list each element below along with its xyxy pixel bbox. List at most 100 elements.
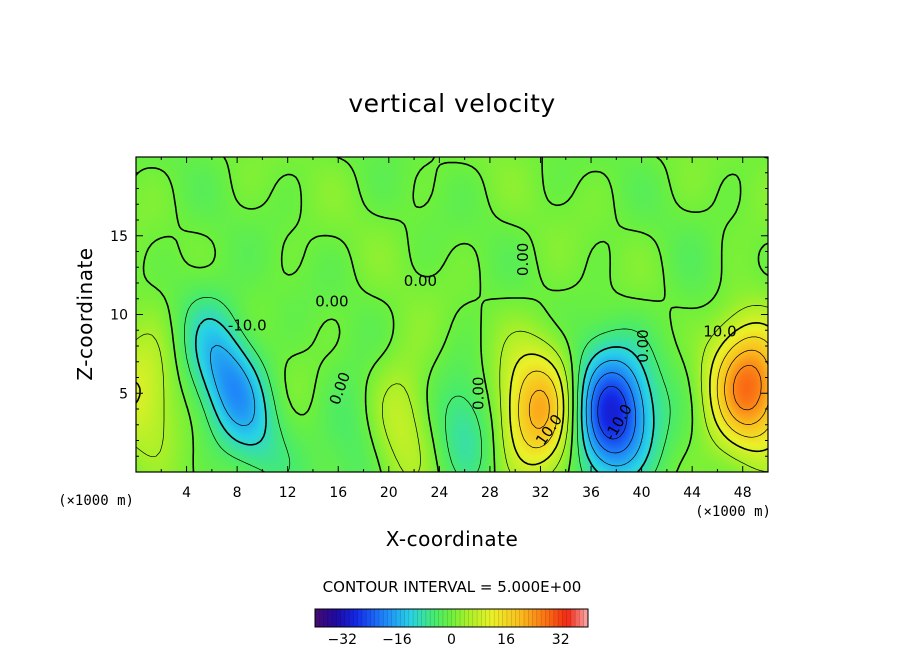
contour-level-5 — [136, 305, 768, 472]
x-tick-label: 12 — [279, 485, 297, 501]
y-tick-label: 15 — [110, 229, 128, 245]
x-tick-label: 44 — [683, 485, 701, 501]
colorbar-cell — [332, 609, 337, 627]
colorbar-cell — [323, 609, 329, 627]
colorbar-cell — [361, 609, 367, 627]
colorbar-cell — [425, 609, 431, 627]
colorbar-cell — [460, 609, 465, 627]
colorbar-cell — [349, 609, 354, 627]
contour-label: -10.0 — [228, 316, 267, 334]
colorbar-cell — [438, 609, 444, 627]
colorbar-cell — [391, 609, 397, 627]
x-tick-label: 32 — [532, 485, 550, 501]
y-tick-label: 5 — [119, 386, 128, 402]
colorbar-ticks: −32 −16 0 16 32 — [328, 632, 570, 648]
x-axis-label: X-coordinate — [386, 527, 519, 551]
colorbar-cell — [524, 609, 529, 627]
colorbar-cell — [506, 609, 512, 627]
colorbar-tick-label: 0 — [447, 632, 456, 648]
contour-level-neg10 — [195, 318, 655, 472]
colorbar-cells — [314, 609, 589, 627]
x-tick-label: 40 — [633, 485, 651, 501]
colorbar-tick-label: 16 — [497, 632, 515, 648]
colorbar-cell — [344, 609, 350, 627]
y-tick-label: 10 — [110, 308, 128, 324]
colorbar-cell — [502, 609, 508, 627]
colorbar-cell — [327, 609, 333, 627]
colorbar-cell — [315, 609, 320, 627]
contour-level-25 — [733, 364, 762, 411]
colorbar-cell — [430, 609, 435, 627]
colorbar-cell — [464, 609, 469, 627]
colorbar-cell — [366, 609, 371, 627]
colorbar-cell — [374, 609, 380, 627]
x-tick-label: 24 — [430, 485, 448, 501]
chart-title: vertical velocity — [348, 89, 555, 118]
contour-label: 0.00 — [634, 329, 652, 362]
colorbar-cell — [400, 609, 405, 627]
contour-level-neg5 — [184, 296, 671, 472]
colorbar-cell — [340, 609, 346, 627]
colorbar-tick-label: −16 — [382, 632, 412, 648]
colorbar-cell — [511, 609, 516, 627]
colorbar-cell — [336, 609, 341, 627]
colorbar-cell — [562, 609, 568, 627]
colorbar: −32 −16 0 16 32 — [314, 608, 589, 648]
colorbar-cell — [566, 609, 572, 627]
x-tick-label: 28 — [481, 485, 499, 501]
contour-label: 0.00 — [470, 377, 488, 410]
colorbar-cell — [575, 609, 580, 627]
colorbar-cell — [447, 609, 452, 627]
contour-lines — [136, 157, 768, 472]
contour-label: 10.0 — [703, 323, 736, 341]
contour-level-neg20 — [590, 372, 636, 454]
colorbar-cell — [387, 609, 393, 627]
colorbar-cell — [532, 609, 538, 627]
colorbar-cell — [558, 609, 563, 627]
y-axis-label: Z-coordinate — [73, 247, 97, 380]
x-unit-left: (×1000 m) — [58, 493, 134, 509]
colorbar-cell — [570, 609, 576, 627]
colorbar-cell — [417, 609, 423, 627]
x-tick-label: 36 — [582, 485, 600, 501]
colorbar-cell — [413, 609, 418, 627]
colorbar-cell — [481, 609, 487, 627]
colorbar-cell — [489, 609, 495, 627]
contour-interval-text: CONTOUR INTERVAL = 5.000E+00 — [323, 578, 582, 596]
x-tick-label: 4 — [182, 485, 191, 501]
colorbar-cell — [442, 609, 448, 627]
x-tick-label: 8 — [233, 485, 242, 501]
colorbar-cell — [494, 609, 499, 627]
contour-level-0 — [136, 157, 768, 472]
colorbar-cell — [455, 609, 461, 627]
colorbar-cell — [468, 609, 474, 627]
colorbar-cell — [541, 609, 546, 627]
colorbar-cell — [583, 609, 589, 627]
colorbar-cell — [528, 609, 533, 627]
colorbar-cell — [545, 609, 551, 627]
colorbar-cell — [549, 609, 555, 627]
colorbar-cell — [515, 609, 521, 627]
colorbar-cell — [383, 609, 388, 627]
contour-level-15 — [518, 336, 768, 449]
y-axis-ticks: 5 10 15 — [110, 172, 768, 457]
x-tick-label: 16 — [329, 485, 347, 501]
colorbar-cell — [477, 609, 482, 627]
colorbar-cell — [378, 609, 384, 627]
contour-level-20 — [528, 349, 768, 429]
contour-label: 0.00 — [404, 272, 437, 290]
colorbar-cell — [319, 609, 324, 627]
contour-level-neg15 — [210, 344, 645, 467]
colorbar-cell — [472, 609, 478, 627]
colorbar-cell — [357, 609, 363, 627]
colorbar-tick-label: −32 — [328, 632, 358, 648]
velocity-heatmap — [136, 157, 768, 472]
colorbar-cell — [498, 609, 504, 627]
colorbar-frame — [314, 608, 589, 628]
colorbar-cell — [579, 609, 585, 627]
colorbar-cell — [421, 609, 427, 627]
colorbar-cell — [408, 609, 414, 627]
colorbar-cell — [370, 609, 376, 627]
